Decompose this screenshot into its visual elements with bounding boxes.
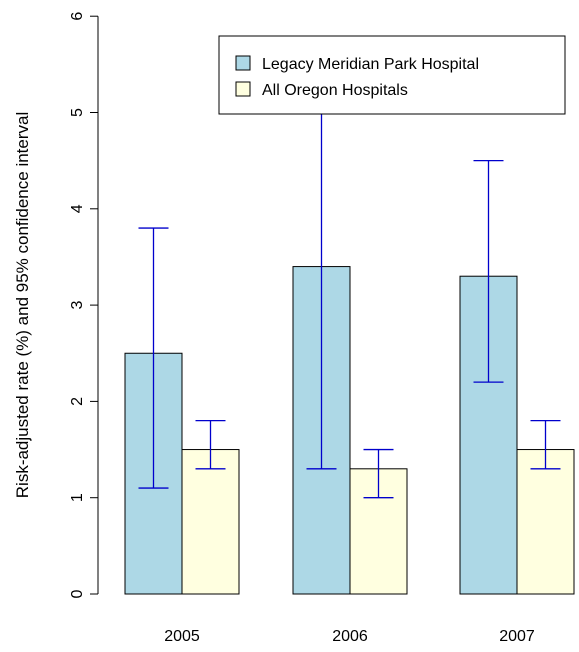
y-tick-label: 4 — [69, 204, 86, 213]
y-tick-label: 0 — [69, 589, 86, 598]
y-axis-label: Risk-adjusted rate (%) and 95% confidenc… — [13, 112, 32, 498]
y-tick-label: 6 — [69, 12, 86, 21]
bar — [181, 449, 240, 595]
y-tick-label: 5 — [69, 108, 86, 117]
bar — [459, 275, 518, 595]
bars — [124, 266, 575, 595]
x-tick-label: 2005 — [164, 628, 200, 645]
legend-label: Legacy Meridian Park Hospital — [262, 56, 479, 73]
legend: Legacy Meridian Park Hospital All Oregon … — [218, 35, 566, 115]
legend-label: All Oregon Hospitals — [262, 82, 408, 99]
legend-swatch — [235, 81, 251, 97]
y-tick-label: 1 — [69, 493, 86, 502]
y-tick-label: 2 — [69, 397, 86, 406]
x-tick-label: 2007 — [499, 628, 535, 645]
legend-swatch — [235, 55, 251, 71]
x-tick-labels: 2005 2006 2007 — [164, 628, 535, 645]
bar — [516, 449, 575, 595]
error-bars — [138, 54, 561, 499]
legend-box — [218, 35, 566, 115]
y-axis: 0 1 2 3 4 5 6 — [69, 12, 99, 598]
x-tick-label: 2006 — [332, 628, 368, 645]
y-tick-label: 3 — [69, 301, 86, 310]
